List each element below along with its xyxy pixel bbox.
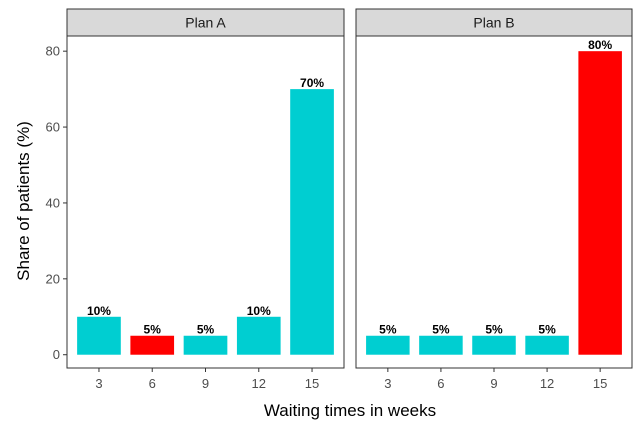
x-tick-label: 9 [490,376,497,391]
bar [77,316,121,355]
bar-value-label: 80% [588,38,612,52]
bar-value-label: 10% [87,304,111,318]
y-tick-label: 60 [46,120,60,135]
y-axis: 0 20 40 60 80 [46,44,67,362]
bar [578,51,622,355]
x-axis-title: Waiting times in weeks [264,401,436,420]
y-tick-label: 20 [46,271,60,286]
y-axis-title: Share of patients (%) [14,121,33,281]
bar-value-label: 5% [485,323,503,337]
y-tick-label: 80 [46,44,60,59]
bar-value-label: 5% [538,323,556,337]
panel-border [355,35,633,369]
x-tick-label: 6 [149,376,156,391]
panel-border [66,35,345,369]
bar [290,89,334,355]
bar-value-label: 5% [379,323,397,337]
bar-value-label: 5% [197,323,215,337]
bar [366,335,410,355]
y-tick-label: 0 [53,347,60,362]
facet-strip-label: Plan B [473,15,514,31]
bar [472,335,516,355]
bar [130,335,175,355]
panel-1: Plan B 5% 3 5% 6 5% 9 5% 12 80% 15 [355,8,633,391]
x-tick-label: 15 [593,376,607,391]
x-tick-label: 6 [437,376,444,391]
x-tick-label: 3 [384,376,391,391]
facet-strip [355,8,633,37]
x-tick-label: 3 [95,376,102,391]
bar [183,335,228,355]
bar [525,335,569,355]
bar-value-label: 10% [247,304,271,318]
x-tick-label: 15 [305,376,319,391]
panel-0: Plan A 10% 3 5% 6 5% 9 10% 12 70% 15 [66,8,345,391]
facet-strip [66,8,345,37]
x-tick-label: 12 [252,376,266,391]
bar-value-label: 70% [300,76,324,90]
bar-value-label: 5% [144,323,162,337]
x-tick-label: 9 [202,376,209,391]
bar-value-label: 5% [432,323,450,337]
x-tick-label: 12 [540,376,554,391]
facet-strip-label: Plan A [185,15,226,31]
y-tick-label: 40 [46,195,60,210]
bar [419,335,463,355]
panels-layer: Plan A 10% 3 5% 6 5% 9 10% 12 70% 15 Plan B 5% 3 5% 6 5%… [66,8,633,391]
bar [236,316,281,355]
